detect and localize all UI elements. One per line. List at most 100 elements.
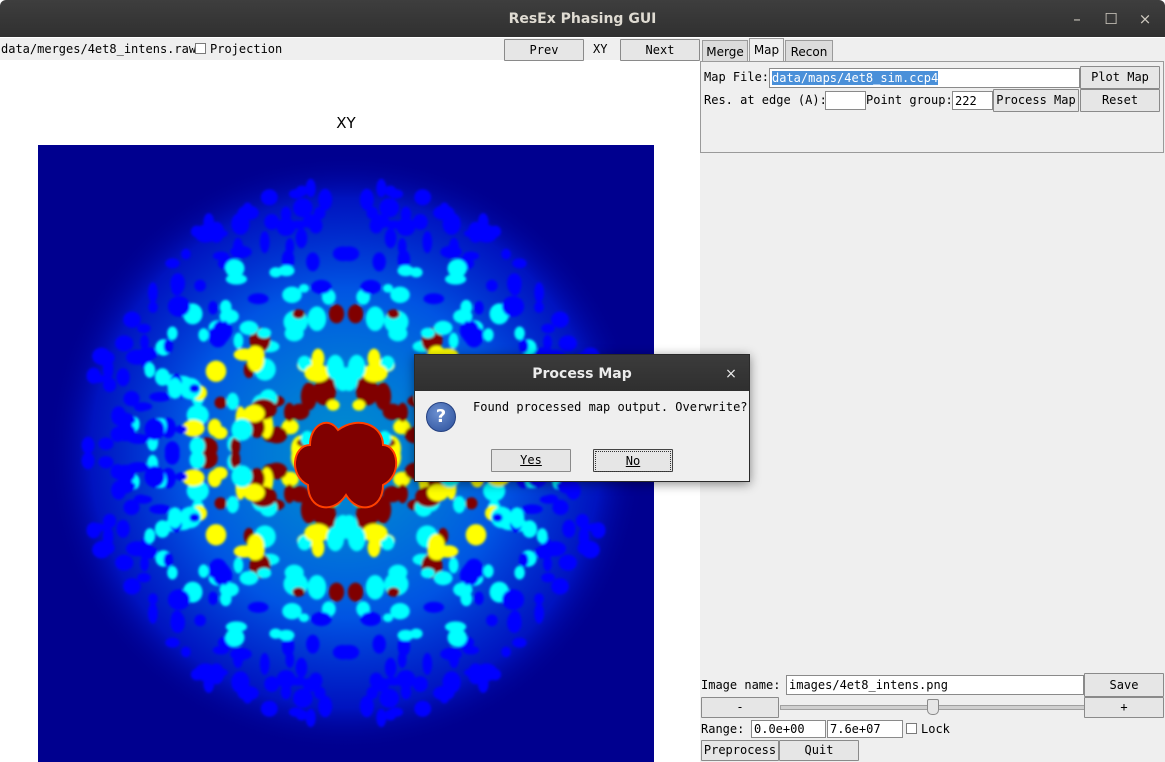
image-name-field[interactable]: images/4et8_intens.png: [786, 675, 1084, 695]
speckle: [304, 363, 330, 383]
speckle: [423, 601, 445, 613]
speckle: [397, 651, 407, 668]
speckle: [293, 198, 313, 218]
range-min-field[interactable]: 0.0e+00: [751, 720, 826, 738]
prev-button[interactable]: Prev: [504, 39, 584, 61]
speckle: [154, 520, 170, 538]
speckle: [260, 189, 278, 206]
maximize-icon[interactable]: ☐: [1104, 10, 1118, 28]
speckle: [282, 286, 302, 303]
speckle: [123, 391, 140, 407]
speckle: [167, 377, 183, 399]
speckle: [445, 621, 467, 633]
speckle: [514, 326, 525, 341]
speckle: [165, 637, 180, 648]
quit-button[interactable]: Quit: [779, 740, 859, 761]
speckle: [125, 541, 149, 557]
speckle: [230, 437, 241, 456]
speckle: [212, 426, 228, 440]
central-peak: [294, 421, 398, 509]
process-map-button[interactable]: Process Map: [993, 89, 1079, 112]
speckle: [474, 591, 484, 605]
plot-map-button[interactable]: Plot Map: [1080, 66, 1160, 89]
speckle: [420, 327, 435, 339]
next-button[interactable]: Next: [620, 39, 700, 61]
yes-button[interactable]: Yes: [491, 449, 571, 472]
speckle: [502, 589, 525, 610]
close-icon[interactable]: ×: [1138, 10, 1152, 28]
speckle: [423, 293, 445, 305]
speckle: [243, 483, 265, 502]
speckle: [509, 507, 525, 529]
speckle: [367, 537, 381, 558]
speckle: [309, 672, 323, 689]
speckle: [148, 602, 158, 624]
question-icon: ?: [426, 402, 456, 432]
slider-thumb[interactable]: [927, 699, 939, 715]
file-path-label: data/merges/4et8_intens.raw: [1, 42, 197, 56]
minus-button[interactable]: -: [701, 697, 779, 718]
speckle: [309, 217, 323, 234]
preprocess-button[interactable]: Preprocess: [701, 740, 779, 761]
point-group-field[interactable]: 222: [952, 91, 993, 110]
speckle: [483, 564, 494, 578]
speckle: [182, 419, 205, 437]
speckle: [264, 214, 280, 230]
map-file-field[interactable]: data/maps/4et8_sim.ccp4: [769, 68, 1080, 88]
speckle: [124, 419, 133, 436]
speckle: [239, 320, 259, 335]
speckle: [284, 325, 304, 342]
view-label: XY: [593, 42, 608, 56]
res-edge-field[interactable]: [825, 91, 866, 110]
speckle: [427, 533, 445, 559]
speckle: [167, 296, 190, 317]
projection-checkbox[interactable]: [195, 43, 206, 54]
speckle: [181, 646, 191, 658]
speckle: [534, 602, 544, 624]
save-button[interactable]: Save: [1084, 673, 1164, 697]
speckle: [534, 301, 544, 313]
speckle: [464, 326, 484, 348]
speckle: [214, 396, 227, 409]
no-button[interactable]: No: [593, 449, 673, 472]
speckle: [318, 188, 333, 211]
speckle: [422, 652, 433, 675]
speckle: [278, 265, 295, 277]
speckle: [376, 178, 387, 198]
tab-merge[interactable]: Merge: [702, 40, 748, 61]
speckle: [578, 526, 590, 549]
lock-checkbox[interactable]: [906, 723, 917, 734]
minimize-icon[interactable]: –: [1073, 10, 1081, 28]
speckle: [328, 304, 345, 324]
speckle: [305, 178, 316, 198]
speckle: [414, 189, 432, 206]
speckle: [189, 437, 206, 456]
speckle: [116, 519, 130, 538]
speckle: [442, 671, 461, 694]
tab-map[interactable]: Map: [749, 38, 784, 62]
speckle: [551, 311, 569, 328]
yes-button-label: Yes: [520, 453, 542, 467]
speckle: [372, 252, 386, 272]
speckle: [311, 537, 325, 558]
speckle: [87, 374, 107, 383]
speckle: [231, 465, 253, 488]
speckle: [447, 259, 467, 278]
plus-button[interactable]: +: [1084, 697, 1164, 718]
speckle: [422, 231, 433, 254]
speckle: [205, 360, 227, 382]
dialog-close-icon[interactable]: ×: [725, 366, 737, 382]
projection-label: Projection: [210, 42, 283, 56]
speckle: [326, 354, 345, 380]
speckle: [360, 611, 382, 627]
speckle: [144, 465, 165, 488]
speckle: [512, 258, 527, 269]
tab-recon[interactable]: Recon: [785, 40, 833, 61]
reset-button[interactable]: Reset: [1080, 89, 1160, 112]
speckle: [387, 587, 400, 597]
speckle: [123, 499, 140, 515]
speckle: [285, 238, 295, 255]
speckle: [167, 326, 178, 341]
range-max-field[interactable]: 7.6e+07: [827, 720, 903, 738]
speckle: [552, 499, 569, 515]
